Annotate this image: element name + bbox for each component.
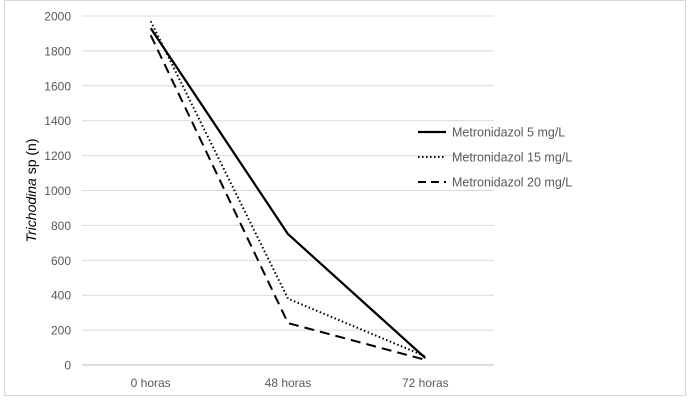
- y-axis-label: Trichodina sp (n): [23, 138, 39, 242]
- y-tick-label: 1200: [44, 149, 71, 163]
- legend-label-1: Metronidazol 5 mg/L: [452, 126, 565, 140]
- y-tick-label: 1400: [44, 114, 71, 128]
- legend-label-3: Metronidazol 20 mg/L: [452, 176, 572, 190]
- y-axis-label-italic: Trichodina: [23, 178, 39, 243]
- x-tick-label: 48 horas: [265, 376, 312, 390]
- x-tick-label: 0 horas: [131, 376, 171, 390]
- legend-label-2: Metronidazol 15 mg/L: [452, 151, 572, 165]
- y-tick-label: 200: [51, 324, 71, 338]
- y-tick-label: 1000: [44, 184, 71, 198]
- y-tick-label: 800: [51, 219, 71, 233]
- x-tick-label: 72 horas: [402, 376, 449, 390]
- chart-border: [5, 1, 686, 396]
- y-tick-label: 1600: [44, 79, 71, 93]
- y-tick-label: 2000: [44, 10, 71, 24]
- y-axis-label-rest: sp (n): [23, 138, 39, 178]
- y-tick-label: 400: [51, 289, 71, 303]
- y-tick-label: 1800: [44, 44, 71, 58]
- y-tick-label: 600: [51, 254, 71, 268]
- y-tick-label: 0: [64, 359, 71, 373]
